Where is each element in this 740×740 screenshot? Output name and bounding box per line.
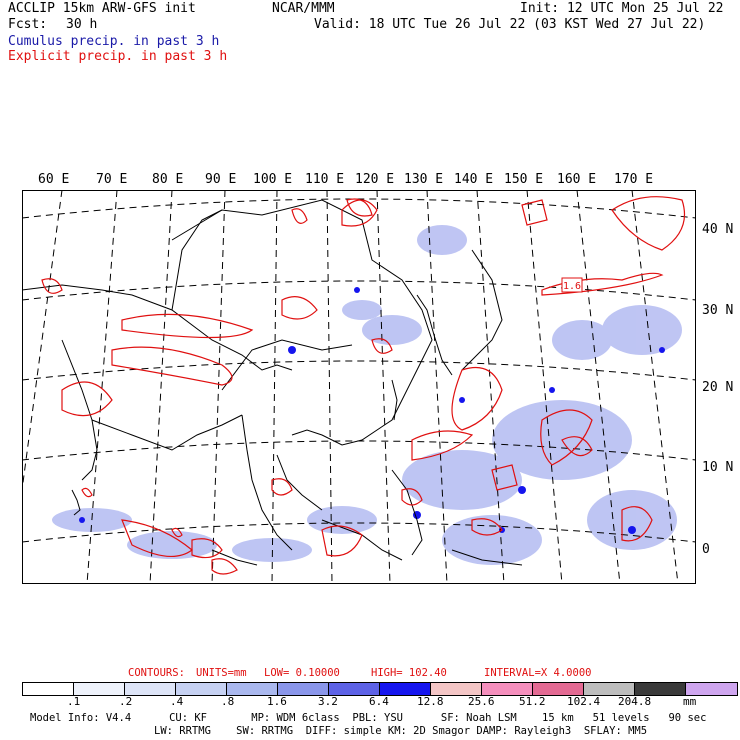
colorbar-swatch	[431, 683, 482, 695]
colorbar-tick: 3.2	[318, 695, 338, 708]
lon-label-80e: 80 E	[152, 172, 184, 187]
explicit-precip-contours	[41, 196, 686, 575]
lat-label-30n: 30 N	[702, 303, 734, 318]
contours-label: CONTOURS:	[128, 667, 185, 679]
colorbar-swatch	[329, 683, 380, 695]
colorbar-swatch	[176, 683, 227, 695]
colorbar-swatch	[125, 683, 176, 695]
contours-high: HIGH= 102.40	[371, 667, 447, 679]
colorbar-tick: .8	[221, 695, 235, 708]
model-info-line1: Model Info: V4.4 CU: KF MP: WDM 6class P…	[30, 712, 707, 724]
colorbar-swatch	[482, 683, 533, 695]
lat-label-equator: 0	[702, 542, 710, 557]
contours-low: LOW= 0.10000	[264, 667, 340, 679]
colorbar-tick: 12.8	[417, 695, 444, 708]
forecast-hour: 30 h	[66, 17, 98, 32]
colorbar-tick: .1	[67, 695, 81, 708]
lon-label-150e: 150 E	[504, 172, 544, 187]
colorbar-tick: .4	[170, 695, 184, 708]
colorbar-swatch	[227, 683, 278, 695]
lon-label-130e: 130 E	[404, 172, 444, 187]
colorbar-swatch	[278, 683, 329, 695]
lon-label-160e: 160 E	[557, 172, 597, 187]
lat-label-40n: 40 N	[702, 222, 734, 237]
contours-interval: INTERVAL=X 4.0000	[484, 667, 592, 679]
lon-label-100e: 100 E	[253, 172, 293, 187]
cumulus-legend: Cumulus precip. in past 3 h	[8, 34, 220, 49]
model-title: ACCLIP 15km ARW-GFS init	[8, 1, 196, 16]
valid-time: Valid: 18 UTC Tue 26 Jul 22 (03 KST Wed …	[314, 17, 706, 32]
lon-label-140e: 140 E	[454, 172, 494, 187]
explicit-legend: Explicit precip. in past 3 h	[8, 49, 228, 64]
colorbar-swatch	[380, 683, 431, 695]
colorbar-unit: mm	[683, 695, 697, 708]
forecast-label: Fcst:	[8, 17, 48, 32]
colorbar-swatch	[23, 683, 74, 695]
colorbar-tick: 25.6	[468, 695, 495, 708]
max-label-text: 1.6	[563, 281, 581, 292]
colorbar-swatch	[74, 683, 125, 695]
lat-label-10n: 10 N	[702, 460, 734, 475]
lon-label-60e: 60 E	[38, 172, 70, 187]
init-time: Init: 12 UTC Mon 25 Jul 22	[520, 1, 724, 16]
precip-colorbar	[22, 682, 738, 696]
model-info-line2: LW: RRTMG SW: RRTMG DIFF: simple KM: 2D …	[154, 725, 648, 737]
colorbar-tick: 51.2	[519, 695, 546, 708]
cumulus-heavy-cells	[79, 287, 665, 534]
colorbar-swatch	[584, 683, 635, 695]
center-name: NCAR/MMM	[272, 1, 335, 16]
colorbar-tick: 1.6	[267, 695, 287, 708]
max-label-box	[561, 277, 583, 293]
colorbar-tick: 204.8	[618, 695, 652, 708]
lon-label-170e: 170 E	[614, 172, 654, 187]
lon-label-110e: 110 E	[305, 172, 345, 187]
contours-units: UNITS=mm	[196, 667, 247, 679]
precip-map: 1.6	[22, 190, 696, 584]
colorbar-swatch	[686, 683, 737, 695]
colorbar-swatch	[533, 683, 584, 695]
lon-label-90e: 90 E	[205, 172, 237, 187]
colorbar-tick: .2	[119, 695, 133, 708]
graticule	[22, 190, 696, 584]
colorbar-tick: 102.4	[567, 695, 601, 708]
lon-label-70e: 70 E	[96, 172, 128, 187]
lon-label-120e: 120 E	[355, 172, 395, 187]
colorbar-swatch	[635, 683, 686, 695]
colorbar-tick: 6.4	[369, 695, 389, 708]
coastlines	[22, 199, 523, 566]
lat-label-20n: 20 N	[702, 380, 734, 395]
